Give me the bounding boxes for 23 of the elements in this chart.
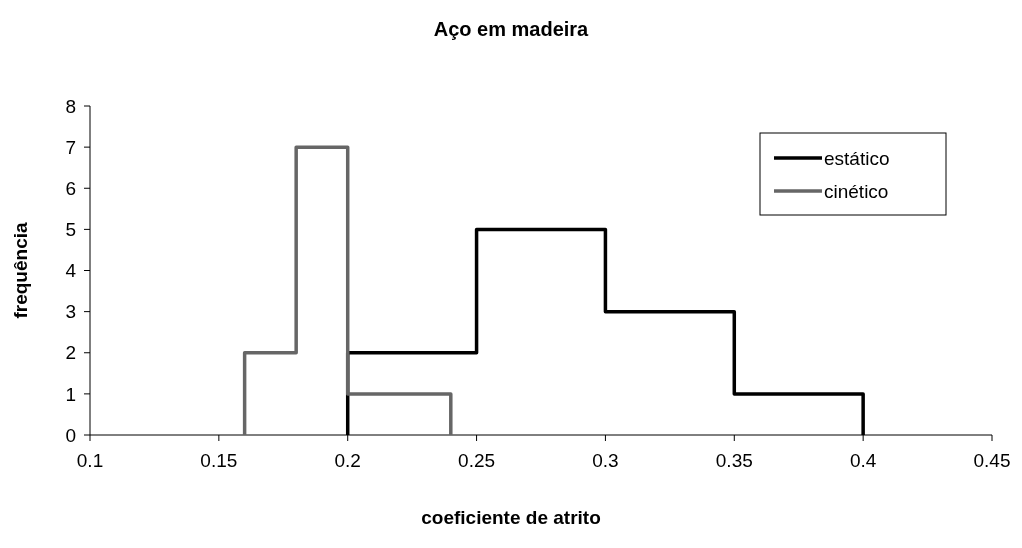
y-tick-label: 3: [65, 301, 76, 323]
legend-label: cinético: [824, 180, 889, 202]
legend-label: estático: [824, 147, 890, 169]
y-axis-title: frequência: [10, 222, 31, 319]
y-tick-label: 4: [65, 260, 77, 282]
y-tick-label: 2: [65, 342, 76, 364]
y-tick-label: 5: [65, 219, 76, 241]
x-tick-label: 0.1: [76, 450, 104, 471]
y-tick-label: 8: [65, 95, 76, 117]
y-tick-label: 1: [65, 383, 76, 405]
x-axis-title: coeficiente de atrito: [421, 507, 601, 528]
y-tick-label: 0: [65, 424, 76, 446]
x-tick-label: 0.3: [592, 450, 619, 471]
x-tick-label: 0.2: [334, 450, 361, 471]
x-tick-label: 0.15: [200, 450, 238, 471]
y-tick-label: 6: [65, 177, 76, 199]
x-tick-label: 0.45: [973, 450, 1011, 471]
chart-title: Aço em madeira: [433, 18, 590, 40]
y-tick-label: 7: [65, 136, 76, 158]
x-tick-label: 0.25: [458, 450, 496, 471]
x-tick-label: 0.35: [715, 450, 753, 471]
x-tick-label: 0.4: [849, 450, 877, 471]
line-series: [242, 145, 453, 437]
